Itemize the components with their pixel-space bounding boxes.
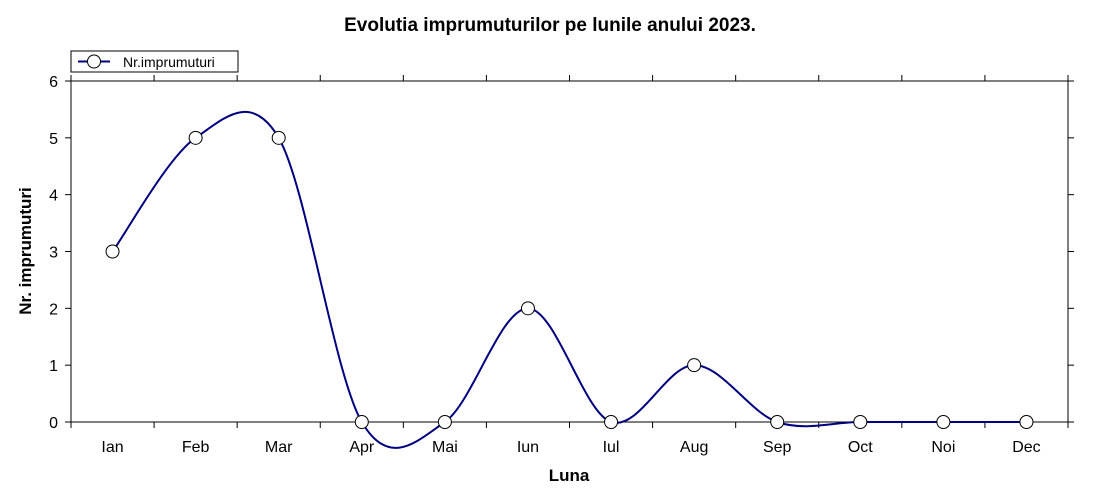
legend: Nr.imprumuturi [70,50,239,73]
x-tick-label: Sep [763,439,792,456]
data-point-iul [604,415,619,429]
data-point-mai [437,415,452,429]
y-tick-label: 3 [49,245,58,262]
x-tick-label: Ian [101,439,123,456]
x-tick-label: Noi [931,439,955,456]
y-tick-label: 2 [49,301,58,318]
legend-box [70,50,239,73]
y-tick-label: 4 [49,188,58,205]
data-point-apr [354,415,369,429]
y-axis-label: Nr. imprumuturi [16,187,35,315]
x-tick-label: Mar [265,439,293,456]
y-tick-label: 5 [49,131,58,148]
series-points [105,130,1034,429]
y-tick-label: 1 [49,358,58,375]
x-tick-label: Oct [848,439,873,456]
x-tick-label: Iun [517,439,539,456]
data-point-feb [188,130,203,145]
legend-series-label: Nr.imprumuturi [123,54,215,70]
x-tick-label: Apr [349,439,375,456]
x-tick-label: Aug [680,439,708,456]
data-point-iun [520,301,535,316]
y-tick-label: 0 [49,415,58,432]
data-point-ian [105,244,120,259]
x-tick-label: Feb [182,439,210,456]
chart-title: Evolutia imprumuturilor pe lunile anului… [344,15,756,36]
plot-area [70,80,1069,423]
data-point-aug [687,358,702,373]
y-axis: 0 1 2 3 4 5 6 [49,74,1074,432]
data-point-mar [271,130,286,145]
x-tick-label: Mai [432,439,458,456]
data-point-dec [1019,415,1034,429]
data-point-noi [936,415,951,429]
x-tick-label: Dec [1012,439,1040,456]
x-axis-label: Luna [549,466,590,485]
x-axis: Ian Feb Mar Apr Mai Iun Iul Aug Sep Oct Noi Dec [70,75,1069,456]
data-point-oct [853,415,868,429]
legend-marker [87,54,101,69]
x-tick-label: Iul [603,439,620,456]
series-line-nr-imprumuturi [111,110,1027,449]
data-point-sep [770,415,785,429]
y-tick-label: 6 [49,74,58,91]
